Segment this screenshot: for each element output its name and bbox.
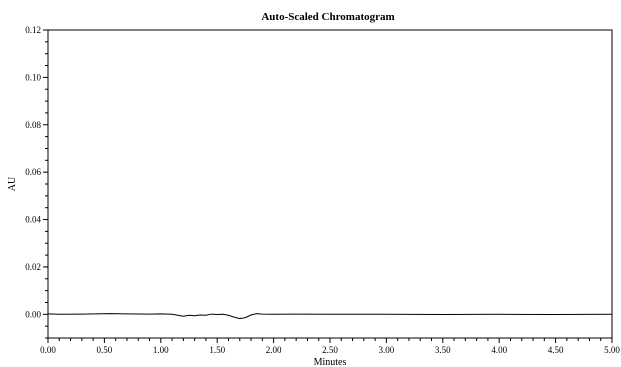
x-tick-label: 0.00 [40,345,56,355]
series-line [47,313,613,320]
y-tick-label: 0.12 [25,25,41,35]
y-tick-label: 0.04 [25,215,41,225]
y-tick-label: 0.00 [25,309,41,319]
x-tick-label: 0.50 [97,345,113,355]
plot-frame [47,29,613,339]
chart-title: Auto-Scaled Chromatogram [261,11,394,23]
x-tick-label: 4.00 [491,345,507,355]
x-tick-label: 2.00 [266,345,282,355]
y-axis-title: AU [7,176,18,191]
y-tick-label: 0.06 [25,167,41,177]
y-tick-label: 0.08 [25,120,41,130]
x-tick-label: 1.50 [209,345,225,355]
y-tick-label: 0.10 [25,72,41,82]
series-layer [47,313,613,320]
x-tick-label: 1.00 [153,345,169,355]
x-axis-title: Minutes [314,357,347,367]
x-tick-label: 4.50 [548,345,564,355]
x-tick-label: 5.00 [604,345,620,355]
x-tick-label: 3.50 [435,345,451,355]
axis-ticks: 0.00 0.50 1.00 1.50 2.00 2.50 3.00 3.50 4.00 4.50… [25,25,620,355]
y-tick-label: 0.02 [25,262,41,272]
x-tick-label: 3.00 [379,345,395,355]
x-tick-label: 2.50 [322,345,338,355]
